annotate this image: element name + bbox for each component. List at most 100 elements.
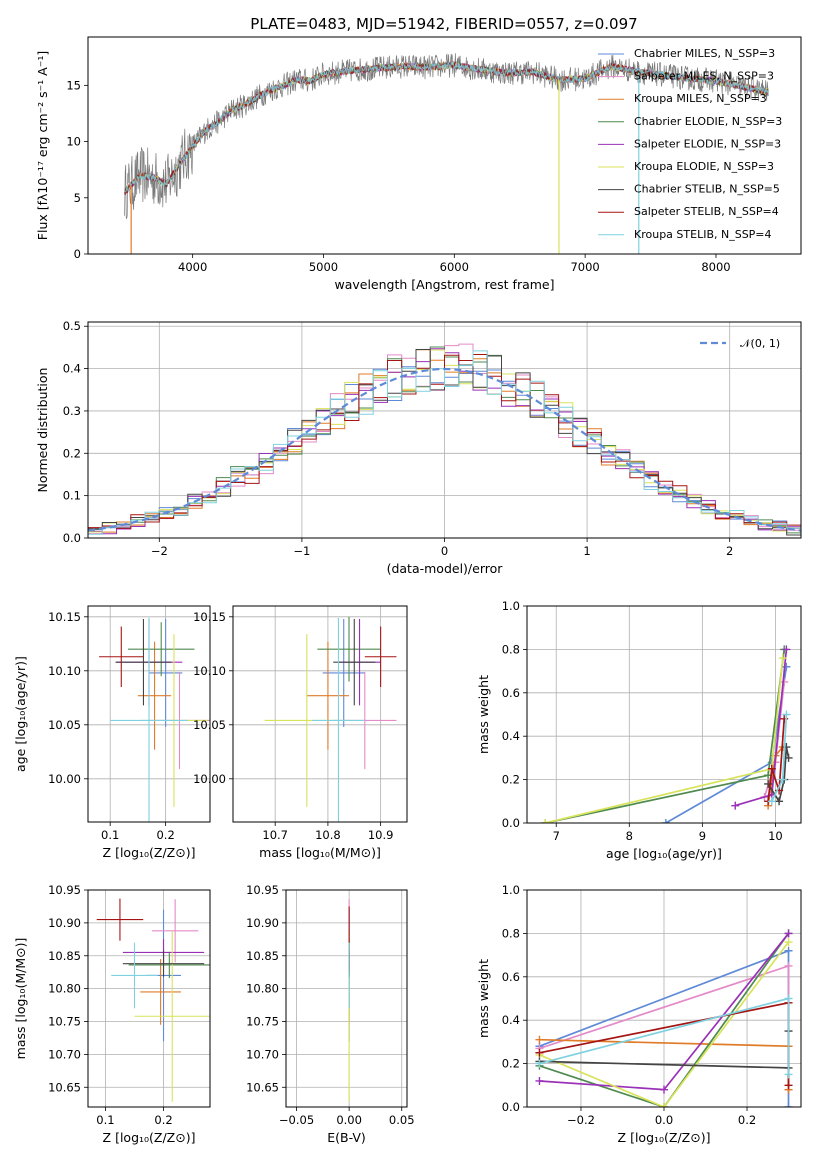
- weight-point-marker: [784, 1081, 793, 1090]
- y-tick-label: 10.05: [193, 718, 226, 732]
- y-axis-label: age [log₁₀(age/yr)]: [13, 656, 28, 772]
- age-z-panel: 0.1 0.2 10.00 10.05 10.10 10.15 Z [log₁₀(Z/Z⊙)…: [13, 605, 211, 860]
- weight-point-marker: [784, 994, 793, 1003]
- y-tick-label: 0.0: [502, 1100, 520, 1114]
- x-tick-label: 1: [583, 544, 590, 558]
- x-tick-label: 10.7: [262, 828, 288, 842]
- x-tick-label: 0.05: [389, 1113, 415, 1127]
- weight-point-marker: [784, 753, 793, 762]
- y-tick-label: 10.00: [48, 772, 81, 786]
- weight-point-marker: [782, 662, 791, 671]
- y-tick-label: 10.00: [193, 772, 226, 786]
- model-spectrum-line: [124, 61, 769, 193]
- x-axis-label: Z [log₁₀(Z/Z⊙)]: [618, 1130, 711, 1145]
- mass-ebv-panel: −0.05 0.00 0.05 10.65 10.70 10.75 10.80 10.85 10…: [246, 883, 414, 1145]
- mass-z-panel: 0.1 0.2 10.65 10.70 10.75 10.80 10.85 10.90 10.9…: [13, 883, 211, 1145]
- y-tick-label: 0.4: [502, 729, 520, 743]
- y-tick-label: 0.6: [502, 970, 520, 984]
- axes-frame: [526, 605, 802, 824]
- y-tick-label: 10.95: [246, 883, 279, 897]
- x-tick-label: 4000: [178, 260, 207, 274]
- x-axis-label: age [log₁₀(age/yr)]: [606, 846, 722, 861]
- x-tick-label: 0.1: [96, 1113, 114, 1127]
- x-tick-label: 6000: [440, 260, 469, 274]
- axes-frame: [87, 321, 802, 539]
- y-tick-label: 10.85: [48, 949, 81, 963]
- histogram-series: [88, 350, 801, 535]
- y-tick-label: 0.5: [63, 319, 81, 333]
- x-tick-label: 0: [441, 544, 448, 558]
- x-tick-label: −0.05: [279, 1113, 314, 1127]
- legend-entry-label: Chabrier MILES, N_SSP=3: [634, 47, 775, 60]
- x-axis-label: Z [log₁₀(Z/Z⊙)]: [103, 845, 196, 860]
- legend-entry-label: Kroupa STELIB, N_SSP=4: [634, 228, 772, 241]
- weight-point-marker: [784, 1103, 793, 1107]
- legend-entry-label: Salpeter STELIB, N_SSP=4: [634, 205, 779, 218]
- y-tick-label: 10.80: [48, 982, 81, 996]
- axes-frame: [232, 605, 408, 823]
- x-tick-label: −0.2: [567, 1113, 595, 1127]
- weight-series: [535, 929, 793, 1107]
- weight-point-marker: [541, 819, 550, 823]
- axes-frame: [87, 36, 802, 255]
- y-axis-label: Normed distribution: [35, 368, 50, 493]
- age-mass-panel: 10.7 10.8 10.9 10.00 10.05 10.10 10.15 mass [lo…: [193, 605, 408, 860]
- y-axis-label: Flux [fλ10⁻¹⁷ erg cm⁻² s⁻¹ A⁻¹]: [35, 51, 50, 240]
- x-tick-label: 2: [726, 544, 733, 558]
- x-tick-label: 0.2: [738, 1113, 756, 1127]
- y-tick-label: 10.65: [246, 1080, 279, 1094]
- y-tick-label: 10.10: [193, 664, 226, 678]
- legend-entry-label: Salpeter MILES, N_SSP=3: [634, 70, 774, 83]
- x-tick-label: 10.8: [315, 828, 341, 842]
- x-axis-label: wavelength [Angstrom, rest frame]: [334, 277, 554, 292]
- x-tick-label: 0.00: [336, 1113, 362, 1127]
- axes-frame: [87, 889, 211, 1108]
- y-tick-label: 1.0: [502, 883, 520, 897]
- y-tick-label: 0.0: [63, 531, 81, 545]
- x-tick-label: 8000: [701, 260, 730, 274]
- errorbar-points: [99, 617, 210, 822]
- y-tick-label: 5: [74, 191, 81, 205]
- weight-point-marker: [535, 1076, 544, 1085]
- y-tick-label: 10.95: [48, 883, 81, 897]
- x-tick-label: 0.2: [154, 1113, 172, 1127]
- weight-point-marker: [784, 938, 793, 947]
- y-axis-label: mass weight: [476, 675, 491, 754]
- weight-line: [767, 718, 786, 802]
- y-tick-label: 10.90: [48, 916, 81, 930]
- legend: Chabrier MILES, N_SSP=3 Salpeter MILES, N…: [598, 47, 782, 241]
- errorbar-points: [264, 616, 397, 822]
- y-tick-label: 10.75: [246, 1015, 279, 1029]
- weight-point-marker: [784, 946, 793, 955]
- y-tick-label: 10.15: [193, 610, 226, 624]
- x-tick-label: 10.9: [368, 828, 394, 842]
- weight-point-marker: [535, 1035, 544, 1044]
- x-tick-label: −2: [151, 544, 168, 558]
- weight-series: [541, 645, 793, 823]
- weight-point-marker: [778, 654, 787, 663]
- legend-entry-label: Kroupa MILES, N_SSP=3: [634, 92, 767, 105]
- weight-z-panel: −0.2 0.0 0.2 0.0 0.2 0.4 0.6 0.8 1.0 Z [log₁₀(Z/Z…: [476, 883, 802, 1145]
- x-axis-label: mass [log₁₀(M/M⊙)]: [259, 845, 381, 860]
- normal-reference-curve: [88, 367, 801, 532]
- weight-point-marker: [782, 710, 791, 719]
- x-axis-label: Z [log₁₀(Z/Z⊙)]: [103, 1130, 196, 1145]
- weight-point-marker: [767, 797, 776, 806]
- weight-point-marker: [784, 1070, 793, 1079]
- axes-frame: [526, 889, 802, 1108]
- x-tick-label: −1: [293, 544, 310, 558]
- weight-point-marker: [661, 819, 670, 823]
- x-tick-label: 10: [768, 829, 783, 843]
- x-tick-label: 5000: [309, 260, 338, 274]
- y-tick-label: 0.4: [63, 362, 81, 376]
- weight-point-marker: [784, 961, 793, 970]
- histogram-steps: [88, 343, 801, 538]
- weight-point-marker: [778, 775, 787, 784]
- y-tick-label: 10.85: [246, 949, 279, 963]
- weight-point-marker: [660, 1085, 668, 1094]
- weight-age-panel: 7 8 9 10 0.0 0.2 0.4 0.6 0.8 1.0 age [log₁₀(age/yr…: [476, 599, 802, 861]
- y-tick-label: 0.8: [502, 642, 520, 656]
- x-axis-label: (data-model)/error: [387, 561, 504, 576]
- weight-point-marker: [535, 1059, 544, 1068]
